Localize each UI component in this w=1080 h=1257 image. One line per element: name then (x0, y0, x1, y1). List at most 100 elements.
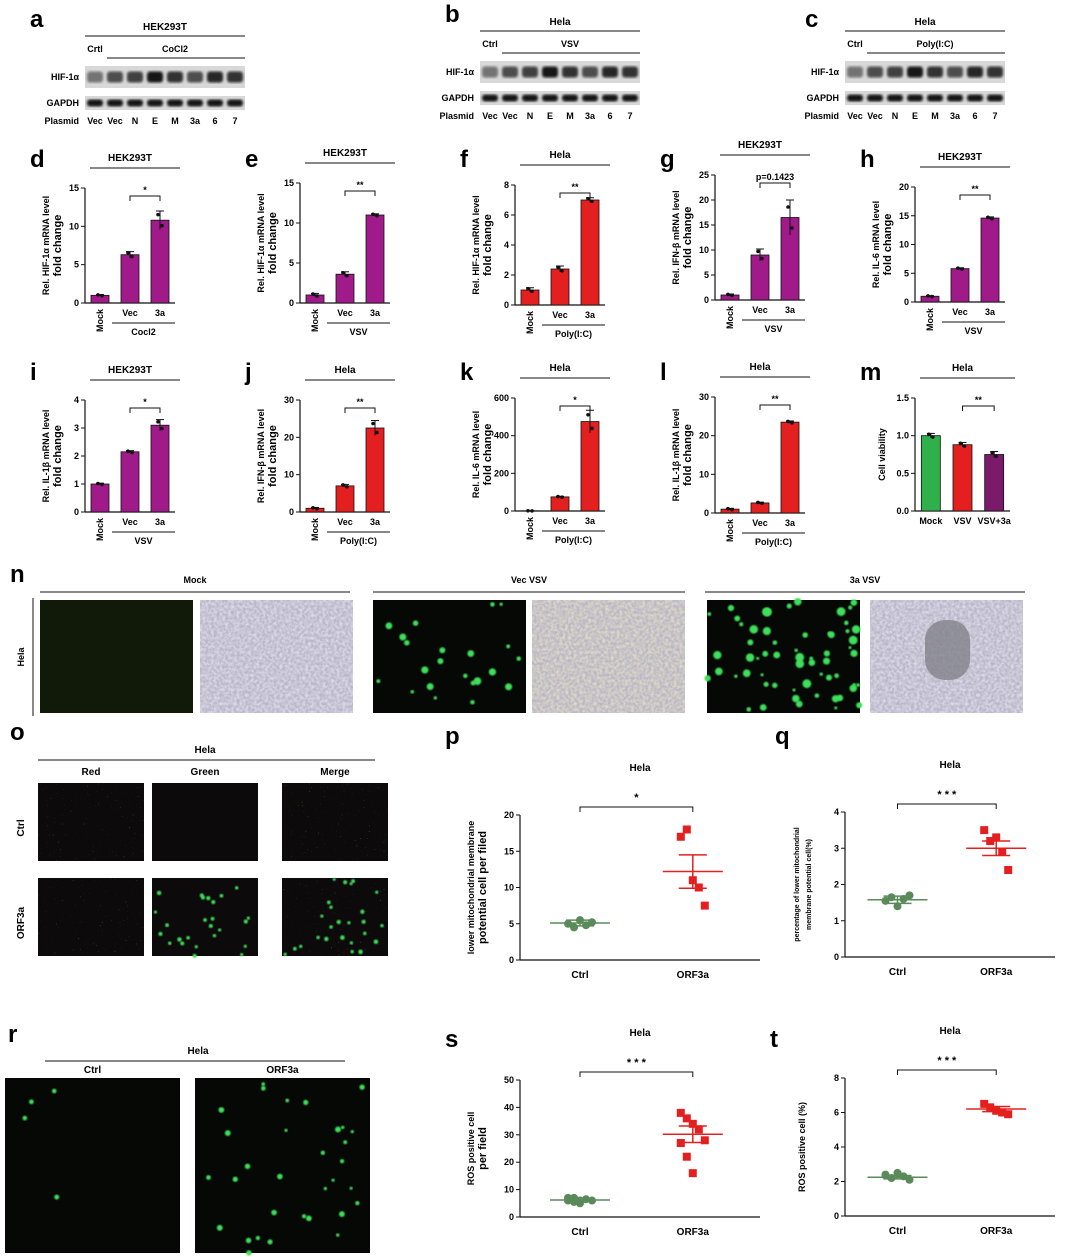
blot-band (167, 99, 183, 107)
fluorescent-cell (734, 674, 738, 678)
significance-label: ** (356, 397, 364, 407)
x-tick-label: VSV (953, 516, 971, 526)
blot-membrane (480, 91, 640, 105)
blot-band (847, 94, 863, 102)
fluorescent-cell (341, 1125, 345, 1130)
blot-membrane (845, 61, 1005, 83)
fluorescent-cell (772, 640, 778, 645)
data-point (556, 265, 560, 270)
chart-title: Hela (939, 1026, 961, 1037)
panel-letter-s: s (445, 1026, 458, 1053)
y-axis-label: Cell viability (877, 428, 887, 481)
panel-letter-n: n (10, 561, 25, 588)
fluorescent-cell (850, 599, 858, 606)
chart-p: Hela 0 5 10 15 20 lower mitochondrial membrane… (466, 763, 760, 981)
chart-title: Hela (939, 760, 961, 771)
chart-title: Hela (549, 150, 571, 161)
significance-bracket (559, 405, 591, 411)
y-tick-label: 1.0 (896, 431, 909, 441)
fluorescent-cell (739, 622, 744, 627)
fluorescent-cell (234, 886, 239, 890)
y-tick-label: 15 (284, 178, 294, 188)
fluorescent-cell (715, 667, 723, 676)
panel-title: Hela (194, 745, 216, 756)
panel-letter-r: r (8, 1021, 17, 1048)
y-axis-label: Rel. IL-6 mRNA levelfold change (871, 201, 894, 288)
blot-band (227, 71, 243, 83)
significance-bracket (962, 405, 995, 411)
significance-label: ** (975, 395, 983, 405)
bar (980, 217, 1000, 303)
x-tick-label: 3a (585, 516, 596, 526)
fluorescent-cell (399, 633, 407, 641)
red-signal (282, 783, 388, 861)
fluorescent-cell (836, 607, 846, 616)
blot-band (207, 99, 223, 107)
blot-lane-label: 7 (232, 116, 237, 126)
data-point (560, 269, 564, 273)
fluorescent-cell (792, 688, 796, 692)
blot-band (867, 66, 883, 78)
red-signal (38, 783, 144, 861)
chart-title: Hela (952, 363, 974, 374)
y-axis-label: Rel. HIF-1α mRNA levelfold change (471, 195, 494, 294)
y-tick-label: 2 (74, 451, 79, 461)
fluorescent-cell (212, 933, 217, 938)
blot-ctrl-label: Ctrl (482, 39, 498, 49)
chart-title: Hela (334, 365, 356, 376)
blot-treatment-label: Poly(I:C) (917, 39, 954, 49)
data-point (694, 1125, 703, 1134)
fluorescent-cell (359, 1084, 365, 1090)
data-point (756, 500, 760, 505)
fluorescent-cell (795, 659, 805, 669)
blot-band (967, 66, 983, 78)
y-axis-label-line: fold change (682, 207, 694, 269)
fluorescent-cell (848, 635, 858, 645)
fluorescent-cell (211, 900, 216, 905)
blot-band (227, 99, 243, 107)
x-tick-label: Ctrl (571, 970, 588, 981)
fluorescent-cell (218, 928, 222, 932)
data-point (990, 450, 994, 455)
treatment-label: VSV (764, 324, 782, 334)
chart-s: Hela 0 10 20 30 40 50 ROS positive cellper fiel… (466, 1028, 760, 1238)
blot-band (967, 94, 983, 102)
data-point (790, 421, 794, 425)
column-label: ORF3a (266, 1065, 299, 1076)
group-label: Mock (183, 575, 207, 585)
fluorescent-cell (467, 650, 475, 657)
fluorescent-cell (232, 1176, 238, 1182)
fluorescent-cell (745, 653, 755, 662)
data-point (526, 508, 530, 513)
chart-i: HEK293T 0 1 2 3 4 Rel. IL-1β mRNA levelfold ch… (41, 365, 180, 546)
y-tick-label: 0 (74, 298, 79, 308)
fluorescent-cell (206, 1175, 211, 1180)
y-axis-label: Rel. IL-1β mRNA levelfold change (671, 409, 694, 502)
x-tick-label: VSV+3a (978, 516, 1012, 526)
y-axis-label-line: fold change (882, 214, 894, 276)
y-tick-label: 3 (74, 423, 79, 433)
y-tick-label: 20 (699, 195, 709, 205)
x-tick-label: 3a (155, 517, 166, 527)
blot-ctrl-label: Crtl (87, 44, 103, 54)
fluorescent-cell (470, 699, 475, 705)
microscopy-panels: Mock Vec VSV 3a VSV Hela Hela Red Green Merge Ct… (5, 575, 1025, 1256)
fluorescent-cell (168, 941, 172, 946)
fluorescent-cell (505, 683, 513, 691)
row-label: Hela (16, 647, 26, 667)
blot-band (542, 66, 558, 78)
y-axis-label: Rel. IL-6 mRNA levelfold change (471, 411, 494, 498)
fluorescent-cell (243, 919, 248, 924)
x-tick-label: 3a (985, 307, 996, 317)
y-tick-label: 0 (834, 952, 839, 962)
y-tick-label: 5 (904, 268, 909, 278)
data-point (726, 506, 730, 511)
fluorescent-cell (762, 627, 771, 636)
blot-band (987, 66, 1003, 78)
y-axis-label-line: percentage of lower mitochondrial (794, 827, 801, 941)
bar (120, 451, 140, 513)
fluorescent-cell (819, 672, 823, 676)
fluorescent-cell (267, 1239, 273, 1245)
y-axis-label: Rel. HIF-1α mRNA levelfold change (256, 193, 279, 292)
